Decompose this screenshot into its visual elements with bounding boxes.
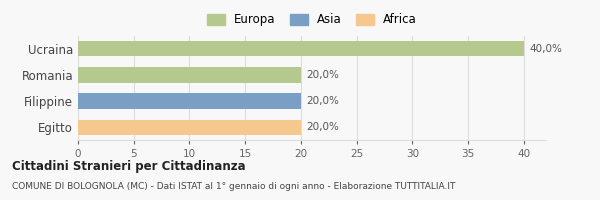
Text: 20,0%: 20,0% bbox=[307, 96, 340, 106]
Text: COMUNE DI BOLOGNOLA (MC) - Dati ISTAT al 1° gennaio di ogni anno - Elaborazione : COMUNE DI BOLOGNOLA (MC) - Dati ISTAT al… bbox=[12, 182, 455, 191]
Text: 20,0%: 20,0% bbox=[307, 70, 340, 80]
Bar bbox=[78, 93, 301, 109]
Text: Cittadini Stranieri per Cittadinanza: Cittadini Stranieri per Cittadinanza bbox=[12, 160, 245, 173]
Bar bbox=[78, 67, 301, 83]
Bar bbox=[78, 41, 524, 56]
Text: 20,0%: 20,0% bbox=[307, 122, 340, 132]
Text: 40,0%: 40,0% bbox=[529, 44, 562, 54]
Legend: Europa, Asia, Africa: Europa, Asia, Africa bbox=[203, 10, 421, 30]
Bar bbox=[78, 120, 301, 135]
